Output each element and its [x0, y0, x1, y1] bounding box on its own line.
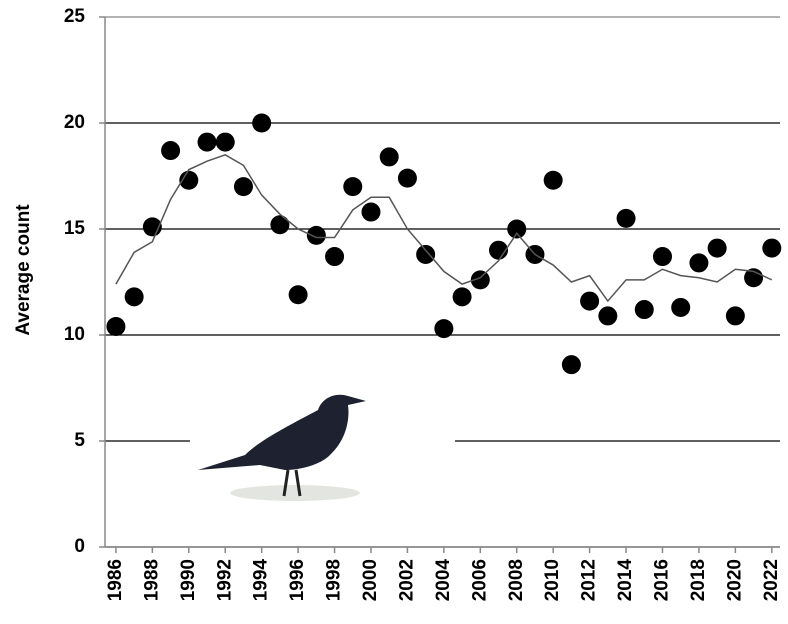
data-point	[233, 177, 253, 197]
x-tick-label: 2016	[652, 559, 673, 601]
data-point	[561, 355, 581, 375]
y-tick-label: 5	[74, 430, 85, 451]
x-tick-label: 1998	[324, 559, 345, 601]
data-point	[379, 147, 399, 167]
data-point	[543, 170, 563, 190]
data-point	[634, 300, 654, 320]
y-tick-label: 10	[64, 324, 85, 345]
x-tick-label: 1986	[105, 559, 126, 601]
y-tick-label: 20	[64, 112, 85, 133]
data-point	[507, 219, 527, 239]
data-point	[325, 247, 345, 267]
data-point	[215, 132, 235, 152]
data-point	[725, 306, 745, 326]
data-point	[598, 306, 618, 326]
y-tick-label: 0	[74, 536, 85, 557]
data-point	[106, 317, 126, 337]
data-point	[707, 238, 727, 258]
y-tick-label: 25	[64, 6, 86, 27]
data-point	[470, 270, 490, 290]
data-point	[361, 202, 381, 222]
data-point	[161, 141, 181, 161]
x-tick-label: 1996	[287, 559, 308, 601]
x-tick-label: 1992	[214, 559, 235, 601]
x-tick-label: 2020	[724, 559, 745, 601]
data-point	[397, 168, 417, 188]
data-point	[671, 297, 691, 317]
data-point	[252, 113, 272, 133]
x-tick-label: 1994	[251, 559, 272, 602]
x-tick-label: 2002	[396, 559, 417, 601]
x-tick-label: 2012	[579, 559, 600, 601]
data-point	[416, 244, 436, 264]
data-point	[197, 132, 217, 152]
data-point	[343, 177, 363, 197]
x-tick-label: 2014	[615, 559, 636, 602]
data-point	[434, 319, 454, 339]
data-point	[452, 287, 472, 307]
x-tick-label: 2000	[360, 559, 381, 601]
y-tick-label: 15	[64, 218, 86, 239]
data-point	[762, 238, 782, 258]
data-point	[616, 208, 636, 228]
data-point	[580, 291, 600, 311]
data-point	[652, 247, 672, 267]
axes: 0 5 10 15 20 25 1986 1988 1990 1992 1994 1996 1998 20…	[64, 6, 782, 601]
x-tick-label: 2006	[469, 559, 490, 601]
data-point	[270, 215, 290, 235]
x-tick-label: 1990	[178, 559, 199, 601]
data-point	[124, 287, 144, 307]
data-point	[689, 253, 709, 273]
x-tick-label: 2010	[542, 559, 563, 601]
data-point	[179, 170, 199, 190]
y-axis-label: Average count	[13, 204, 34, 336]
crow-illustration	[190, 385, 455, 510]
trend-line	[115, 153, 773, 303]
x-tick-label: 2004	[433, 559, 454, 602]
data-point	[306, 225, 326, 245]
x-tick-label: 1988	[141, 559, 162, 601]
data-point	[288, 285, 308, 305]
x-tick-label: 2008	[506, 559, 527, 601]
x-tick-label: 2018	[688, 559, 709, 601]
x-tick-label: 2022	[761, 559, 782, 601]
